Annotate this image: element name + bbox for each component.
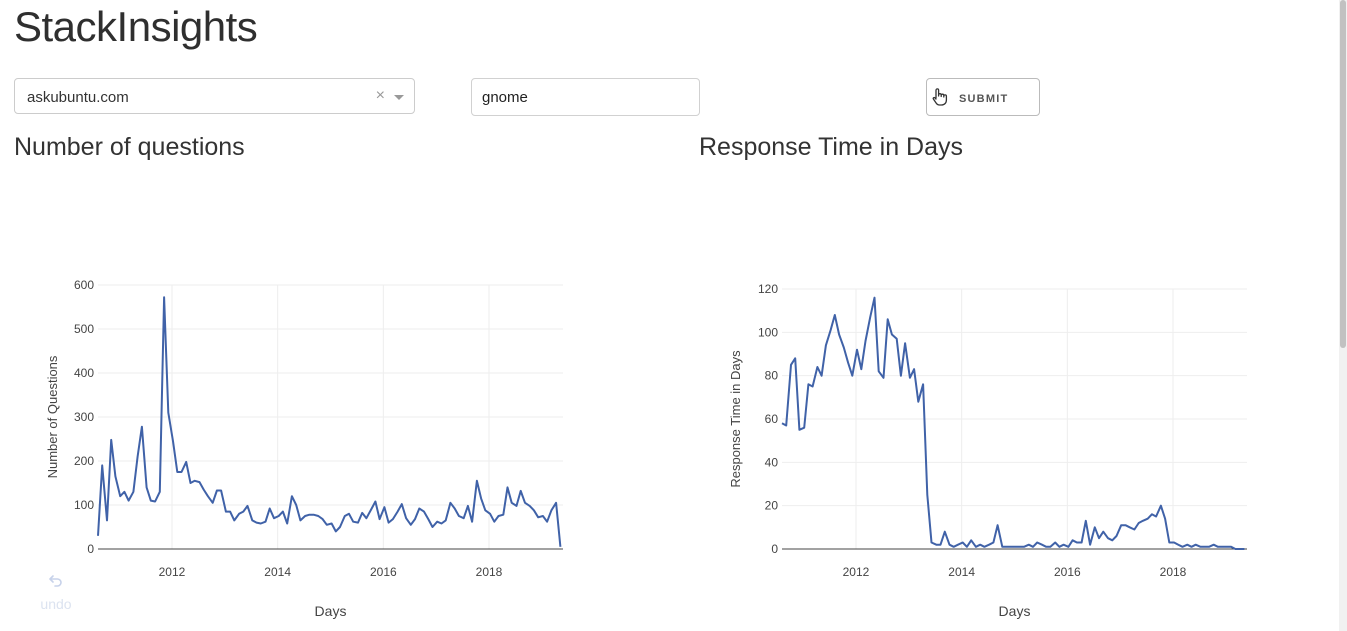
y-tick-label: 100 xyxy=(758,325,778,339)
undo-label: undo xyxy=(40,596,72,612)
series-line xyxy=(97,296,562,547)
y-tick-label: 40 xyxy=(765,455,779,469)
site-select-value: askubuntu.com xyxy=(27,89,129,106)
x-tick-label: 2014 xyxy=(948,565,975,579)
x-axis-title: Days xyxy=(999,603,1031,619)
x-tick-label: 2016 xyxy=(370,565,397,579)
x-tick-label: 2014 xyxy=(264,565,291,579)
y-tick-label: 600 xyxy=(74,278,94,292)
app-title: StackInsights xyxy=(14,3,258,50)
x-tick-label: 2018 xyxy=(1160,565,1187,579)
x-tick-label: 2016 xyxy=(1054,565,1081,579)
y-tick-label: 120 xyxy=(758,282,778,296)
undo-icon xyxy=(49,575,62,587)
series-line xyxy=(781,296,1245,550)
y-axis-title: Number of Questions xyxy=(45,355,60,478)
hand-pointer-icon xyxy=(930,87,950,110)
y-axis-title: Response Time in Days xyxy=(728,350,743,488)
close-icon[interactable]: × xyxy=(375,87,385,104)
x-tick-label: 2018 xyxy=(476,565,503,579)
y-tick-label: 200 xyxy=(74,454,94,468)
y-tick-label: 500 xyxy=(74,322,94,336)
submit-button[interactable]: SUBMIT xyxy=(926,78,1040,116)
y-tick-label: 0 xyxy=(87,542,94,556)
submit-label: SUBMIT xyxy=(959,93,1009,105)
y-tick-label: 300 xyxy=(74,410,94,424)
y-tick-label: 400 xyxy=(74,366,94,380)
response-section-title: Response Time in Days xyxy=(699,133,964,161)
y-tick-label: 100 xyxy=(74,498,94,512)
y-tick-label: 20 xyxy=(765,499,779,513)
page-scrollbar[interactable] xyxy=(1339,0,1347,631)
scrollbar-thumb[interactable] xyxy=(1340,0,1346,348)
y-tick-label: 80 xyxy=(765,369,779,383)
site-select[interactable]: askubuntu.com × xyxy=(14,78,415,114)
questions-section-title: Number of questions xyxy=(14,133,245,161)
x-tick-label: 2012 xyxy=(843,565,870,579)
x-tick-label: 2012 xyxy=(159,565,186,579)
questions-chart[interactable]: 0 100 200 300 400 500 600 2012 2014 2016 2018 Days N… xyxy=(0,270,620,630)
y-tick-label: 60 xyxy=(765,412,779,426)
x-axis-title: Days xyxy=(315,603,347,619)
response-time-chart[interactable]: 0 20 40 60 80 100 120 2012 2014 2016 2018 Days Respo… xyxy=(690,270,1300,630)
y-tick-label: 0 xyxy=(771,542,778,556)
tag-input[interactable] xyxy=(471,78,700,116)
undo-button[interactable]: undo xyxy=(36,572,76,622)
chevron-down-icon[interactable] xyxy=(394,95,404,100)
